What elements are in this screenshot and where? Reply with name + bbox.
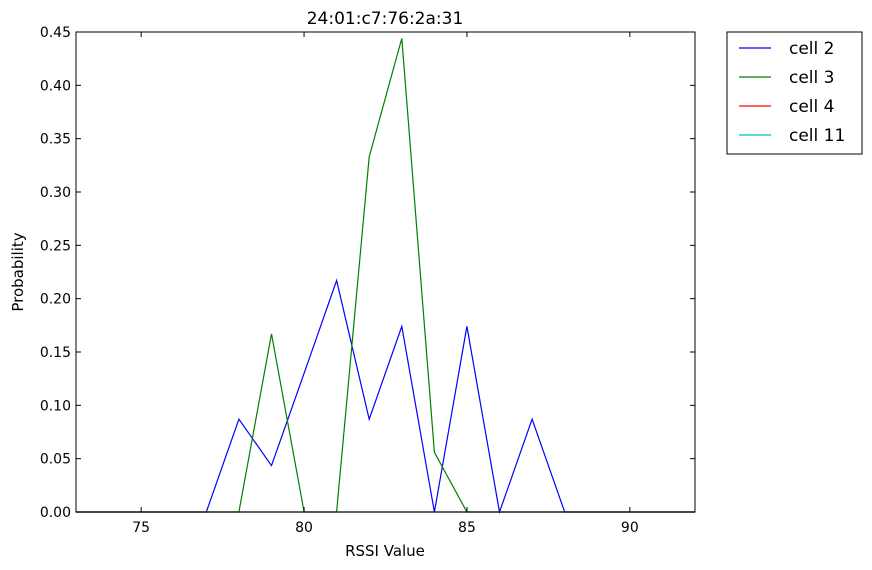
y-tick-label: 0.15 (40, 345, 71, 361)
y-axis-ticks: 0.00 0.05 0.10 0.15 0.20 0.25 0.30 0.35 0.40 0.45 (40, 25, 695, 521)
chart-title: 24:01:c7:76:2a:31 (307, 9, 464, 29)
legend-label-cell-4: cell 4 (789, 97, 834, 117)
legend-box (726, 31, 863, 155)
legend-label-cell-11: cell 11 (789, 126, 845, 146)
x-tick-label: 80 (295, 520, 313, 536)
y-tick-label: 0.00 (40, 505, 71, 521)
plot-lines (76, 38, 695, 515)
x-tick-label: 85 (458, 520, 476, 536)
legend: cell 2 cell 3 cell 4 cell 11 (726, 31, 863, 155)
x-axis-label: RSSI Value (345, 542, 425, 560)
legend-label-cell-2: cell 2 (789, 39, 834, 59)
legend-label-cell-3: cell 3 (789, 68, 834, 88)
series-line-cell-2 (76, 278, 695, 515)
x-tick-label: 90 (621, 520, 639, 536)
y-tick-label: 0.30 (40, 185, 71, 201)
y-axis-label: Probability (9, 232, 27, 311)
y-tick-label: 0.20 (40, 292, 71, 308)
y-tick-label: 0.40 (40, 78, 71, 94)
series-line-cell-3 (76, 38, 695, 513)
plot-frame (75, 31, 696, 513)
y-tick-label: 0.10 (40, 398, 71, 414)
y-tick-label: 0.25 (40, 238, 71, 254)
y-tick-label: 0.35 (40, 132, 71, 148)
x-axis-ticks: 75 80 85 90 (132, 32, 639, 536)
x-tick-label: 75 (132, 520, 150, 536)
y-tick-label: 0.05 (40, 452, 71, 468)
y-tick-label: 0.45 (40, 25, 71, 41)
